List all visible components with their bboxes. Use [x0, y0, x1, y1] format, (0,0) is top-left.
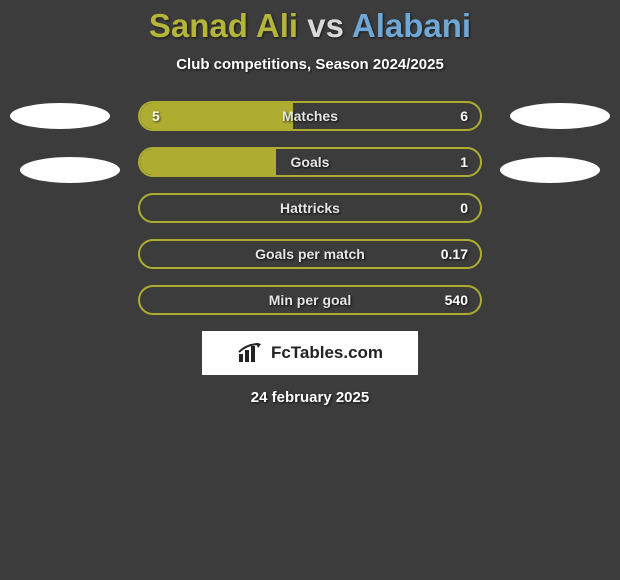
- page-title: Sanad Ali vs Alabani: [0, 6, 620, 46]
- subtitle: Club competitions, Season 2024/2025: [0, 56, 620, 73]
- stat-value-right: 0: [460, 200, 468, 216]
- stat-label: Matches: [282, 108, 338, 124]
- date-text: 24 february 2025: [0, 389, 620, 406]
- stat-row: Min per goal 540: [138, 285, 482, 315]
- stat-row: Goals per match 0.17: [138, 239, 482, 269]
- vs-text: vs: [307, 7, 344, 44]
- player1-name: Sanad Ali: [149, 7, 298, 44]
- stat-row: Hattricks 0: [138, 193, 482, 223]
- stat-value-right: 540: [445, 292, 468, 308]
- stat-bar-fill: [140, 103, 293, 129]
- stat-value-left: 5: [152, 108, 160, 124]
- player2-silhouette-icon: [500, 157, 600, 183]
- comparison-card: Sanad Ali vs Alabani Club competitions, …: [0, 0, 620, 406]
- bar-chart-icon: [237, 342, 265, 364]
- player1-silhouette-icon: [10, 103, 110, 129]
- stat-bars: 5 Matches 6 Goals 1 Hattricks 0 Goals per match…: [138, 101, 482, 315]
- stat-value-right: 0.17: [441, 246, 468, 262]
- fctables-logo: FcTables.com: [202, 331, 418, 375]
- stat-label: Hattricks: [280, 200, 340, 216]
- stat-row: Goals 1: [138, 147, 482, 177]
- stat-label: Goals per match: [255, 246, 365, 262]
- stat-label: Goals: [291, 154, 330, 170]
- player2-name: Alabani: [352, 7, 471, 44]
- stats-area: 5 Matches 6 Goals 1 Hattricks 0 Goals per match…: [0, 101, 620, 315]
- stat-value-right: 6: [460, 108, 468, 124]
- stat-label: Min per goal: [269, 292, 351, 308]
- logo-text: FcTables.com: [271, 343, 383, 363]
- stat-value-right: 1: [460, 154, 468, 170]
- player2-silhouette-icon: [510, 103, 610, 129]
- stat-bar-fill: [140, 149, 276, 175]
- player1-silhouette-icon: [20, 157, 120, 183]
- stat-row: 5 Matches 6: [138, 101, 482, 131]
